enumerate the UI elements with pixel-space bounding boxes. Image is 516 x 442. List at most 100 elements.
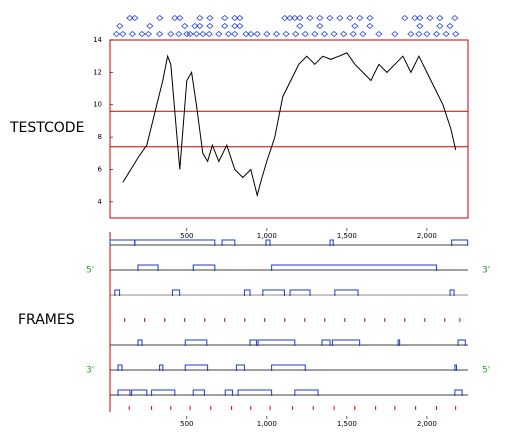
x-tick-label: 2,000	[417, 420, 437, 428]
codon-marker	[446, 22, 454, 30]
codon-marker	[391, 30, 399, 38]
orf	[334, 289, 359, 296]
codon-marker	[183, 30, 191, 38]
codon-marker	[281, 14, 289, 22]
orf	[262, 289, 285, 296]
codon-marker	[356, 14, 364, 22]
codon-marker	[156, 14, 164, 22]
y-tick-label: 8	[98, 133, 102, 141]
codon-marker	[401, 14, 409, 22]
orf	[192, 264, 216, 271]
orf	[159, 364, 164, 371]
orf	[449, 289, 455, 296]
orf	[192, 389, 205, 396]
codon-marker	[146, 22, 154, 30]
strand-label: 5'	[86, 266, 94, 276]
panel-title: FRAMES	[18, 312, 75, 328]
orf	[224, 389, 233, 396]
codon-marker	[221, 14, 229, 22]
codon-marker	[436, 14, 444, 22]
codon-marker	[366, 14, 374, 22]
plot-frame	[109, 39, 469, 219]
orf	[257, 339, 296, 346]
codon-marker	[291, 14, 299, 22]
codon-marker	[407, 30, 415, 38]
codon-marker	[242, 30, 250, 38]
x-tick-label: 500	[180, 232, 193, 240]
orf	[454, 364, 457, 371]
orf	[237, 389, 273, 396]
codon-marker	[432, 30, 441, 38]
codon-marker	[296, 14, 304, 22]
codon-marker	[301, 30, 309, 38]
codon-marker	[349, 30, 357, 38]
codon-marker	[366, 22, 374, 30]
codon-marker	[426, 14, 434, 22]
y-tick-label: 6	[98, 165, 103, 173]
codon-marker	[316, 22, 324, 30]
codon-marker	[116, 22, 124, 30]
orf	[243, 289, 251, 296]
codon-marker	[138, 30, 146, 38]
codon-marker	[215, 30, 223, 38]
x-tick-label: 1,000	[257, 232, 277, 240]
orf	[151, 389, 176, 396]
codon-marker	[292, 30, 300, 38]
orf	[271, 264, 437, 271]
orf	[454, 389, 463, 396]
x-tick-label: 2,000	[417, 232, 437, 240]
orf	[331, 339, 361, 346]
codon-marker	[196, 14, 204, 22]
codon-marker	[436, 22, 444, 30]
orf	[457, 339, 466, 346]
orf	[137, 339, 143, 346]
orf	[235, 364, 245, 371]
codon-marker	[282, 30, 290, 38]
codon-marker	[126, 14, 134, 22]
orf	[184, 339, 208, 346]
codon-marker	[231, 22, 239, 30]
orf	[114, 289, 121, 296]
codon-marker	[206, 22, 214, 30]
orf	[397, 339, 401, 346]
orf	[117, 389, 131, 396]
panel-title: TESTCODE	[9, 120, 84, 136]
codon-marker	[375, 30, 383, 38]
codon-marker	[205, 30, 213, 38]
codon-marker	[221, 22, 229, 30]
orf	[321, 339, 331, 346]
testcode-line	[122, 52, 457, 198]
orf	[137, 264, 159, 271]
codon-marker	[272, 30, 281, 38]
y-tick-label: 14	[93, 36, 102, 44]
codon-marker	[415, 30, 423, 38]
codon-marker	[411, 14, 419, 22]
orf	[117, 364, 123, 371]
y-tick-label: 4	[98, 198, 103, 206]
codon-marker	[263, 30, 271, 38]
x-tick-label: 1,500	[337, 232, 357, 240]
codon-marker	[330, 30, 338, 38]
x-tick-label: 1,000	[257, 420, 277, 428]
codon-marker	[346, 14, 354, 22]
strand-label: 3'	[86, 366, 94, 376]
codon-marker	[119, 30, 127, 38]
codon-marker	[320, 30, 329, 38]
codon-marker	[416, 14, 424, 22]
codon-marker	[128, 30, 137, 38]
codon-marker	[253, 30, 261, 38]
codon-marker	[452, 30, 460, 38]
orf	[134, 239, 216, 246]
codon-marker	[231, 30, 239, 38]
orf	[271, 364, 306, 371]
codon-marker	[423, 30, 431, 38]
orf	[221, 239, 236, 246]
codon-marker	[359, 30, 367, 38]
orf	[451, 239, 469, 246]
orf	[265, 239, 271, 246]
codon-marker	[196, 22, 204, 30]
codon-marker	[336, 14, 344, 22]
codon-marker	[231, 14, 239, 22]
codon-marker	[181, 22, 189, 30]
